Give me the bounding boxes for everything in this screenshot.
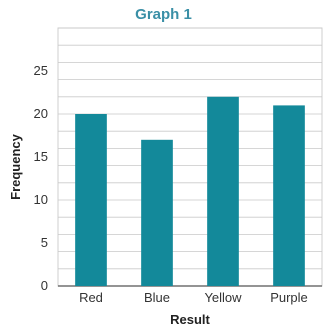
y-tick-label: 20	[34, 106, 48, 121]
bar-blue	[141, 139, 173, 286]
bar-yellow	[207, 96, 239, 286]
y-tick-label: 5	[41, 235, 48, 250]
x-tick-label: Blue	[144, 290, 170, 305]
x-axis-title: Result	[170, 312, 210, 327]
y-tick-label: 25	[34, 63, 48, 78]
x-tick-label: Red	[79, 290, 103, 305]
y-axis-title: Frequency	[8, 133, 23, 200]
y-tick-label: 10	[34, 192, 48, 207]
chart-title: Graph 1	[135, 6, 192, 23]
x-tick-label: Yellow	[204, 290, 242, 305]
bar-red	[75, 114, 107, 286]
y-tick-label: 0	[41, 278, 48, 293]
x-tick-label: Purple	[270, 290, 308, 305]
bar-purple	[273, 105, 305, 287]
y-tick-label: 15	[34, 149, 48, 164]
